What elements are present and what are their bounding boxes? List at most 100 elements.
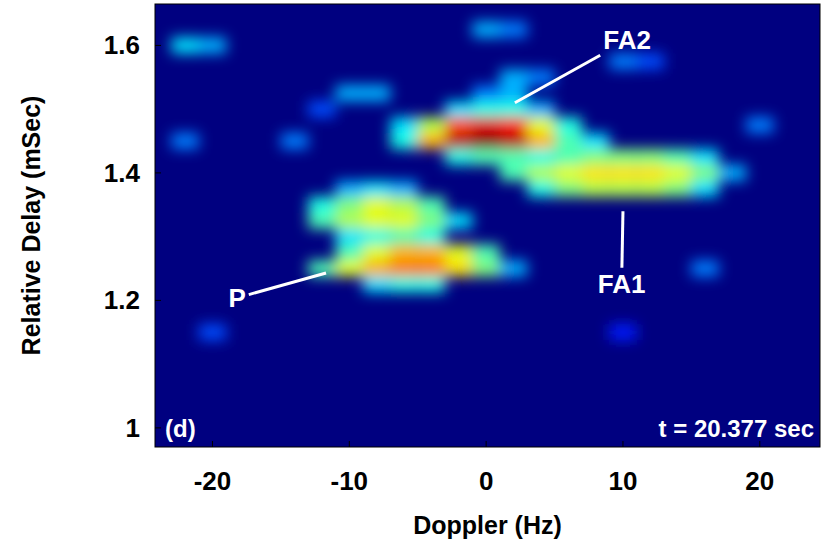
cell xyxy=(472,245,499,261)
cell xyxy=(418,229,445,245)
cell xyxy=(445,133,472,149)
cell xyxy=(308,197,335,213)
cell xyxy=(500,101,527,117)
cell xyxy=(336,197,363,213)
cell xyxy=(472,117,499,133)
cell xyxy=(500,261,527,277)
cell xyxy=(363,197,390,213)
cell xyxy=(664,165,691,181)
x-tick xyxy=(349,441,350,447)
cell xyxy=(418,276,445,292)
cell xyxy=(582,149,609,165)
cell xyxy=(472,133,499,149)
cell xyxy=(664,149,691,165)
cell xyxy=(472,101,499,117)
background xyxy=(155,4,820,447)
x-axis-title: Doppler (Hz) xyxy=(413,511,562,539)
cell xyxy=(418,213,445,229)
cell xyxy=(609,181,636,197)
y-tick-label: 1.2 xyxy=(104,285,140,315)
cell xyxy=(390,197,417,213)
cell xyxy=(691,261,718,277)
cell xyxy=(308,213,335,229)
cell xyxy=(363,261,390,277)
cell xyxy=(363,229,390,245)
x-tick-label: -20 xyxy=(194,466,232,496)
cell xyxy=(199,37,226,53)
y-tick-label: 1.4 xyxy=(104,158,141,188)
cell xyxy=(472,261,499,277)
x-tick-label: 0 xyxy=(479,466,493,496)
cell xyxy=(171,133,198,149)
y-tick xyxy=(155,427,161,428)
x-tick xyxy=(486,441,487,447)
cell xyxy=(746,117,773,133)
y-tick xyxy=(155,172,161,173)
cell xyxy=(555,181,582,197)
cell xyxy=(527,165,554,181)
cell xyxy=(472,149,499,165)
cell xyxy=(445,117,472,133)
cell xyxy=(609,53,636,69)
cell xyxy=(336,229,363,245)
leader-line xyxy=(515,55,600,103)
cell xyxy=(445,245,472,261)
cell xyxy=(527,117,554,133)
annotation-label: P xyxy=(228,283,245,313)
cell xyxy=(363,245,390,261)
cell xyxy=(171,37,198,53)
cell xyxy=(582,165,609,181)
cell xyxy=(363,181,390,197)
cell xyxy=(555,149,582,165)
leader-line xyxy=(249,273,326,295)
plot-area xyxy=(155,4,820,447)
cell xyxy=(500,22,527,38)
cell xyxy=(363,85,390,101)
cell xyxy=(308,101,335,117)
cell xyxy=(500,117,527,133)
cell xyxy=(500,165,527,181)
cell xyxy=(445,149,472,165)
cell xyxy=(363,276,390,292)
x-tick xyxy=(212,441,213,447)
cell xyxy=(719,165,746,181)
cell xyxy=(390,261,417,277)
annotation-label: FA1 xyxy=(598,269,646,299)
cell xyxy=(500,149,527,165)
cell xyxy=(390,276,417,292)
cell xyxy=(664,181,691,197)
cell xyxy=(582,181,609,197)
cell xyxy=(390,245,417,261)
cell xyxy=(390,229,417,245)
cell xyxy=(500,69,527,85)
y-axis-title: Relative Delay (mSec) xyxy=(17,96,45,356)
cells xyxy=(171,22,773,341)
cell xyxy=(527,181,554,197)
y-tick xyxy=(155,45,161,46)
time-label: t = 20.377 sec xyxy=(659,415,814,442)
cell xyxy=(609,165,636,181)
cell xyxy=(390,181,417,197)
cell xyxy=(555,165,582,181)
cell xyxy=(445,261,472,277)
cell xyxy=(418,245,445,261)
cell xyxy=(500,133,527,149)
x-tick-label: 10 xyxy=(609,466,638,496)
chart: -20-100102011.21.41.6Doppler (Hz)Relativ… xyxy=(0,0,825,550)
leader-line xyxy=(622,211,623,268)
cell xyxy=(637,53,664,69)
cell xyxy=(199,324,226,340)
y-tick xyxy=(155,300,161,301)
cell xyxy=(336,245,363,261)
cell xyxy=(445,101,472,117)
x-tick-label: 20 xyxy=(745,466,774,496)
cell xyxy=(555,117,582,133)
cell xyxy=(336,213,363,229)
annotation-label: FA2 xyxy=(603,25,651,55)
cell xyxy=(527,149,554,165)
cell xyxy=(527,101,554,117)
cell xyxy=(691,165,718,181)
cell xyxy=(418,133,445,149)
cell xyxy=(336,85,363,101)
cell xyxy=(336,181,363,197)
